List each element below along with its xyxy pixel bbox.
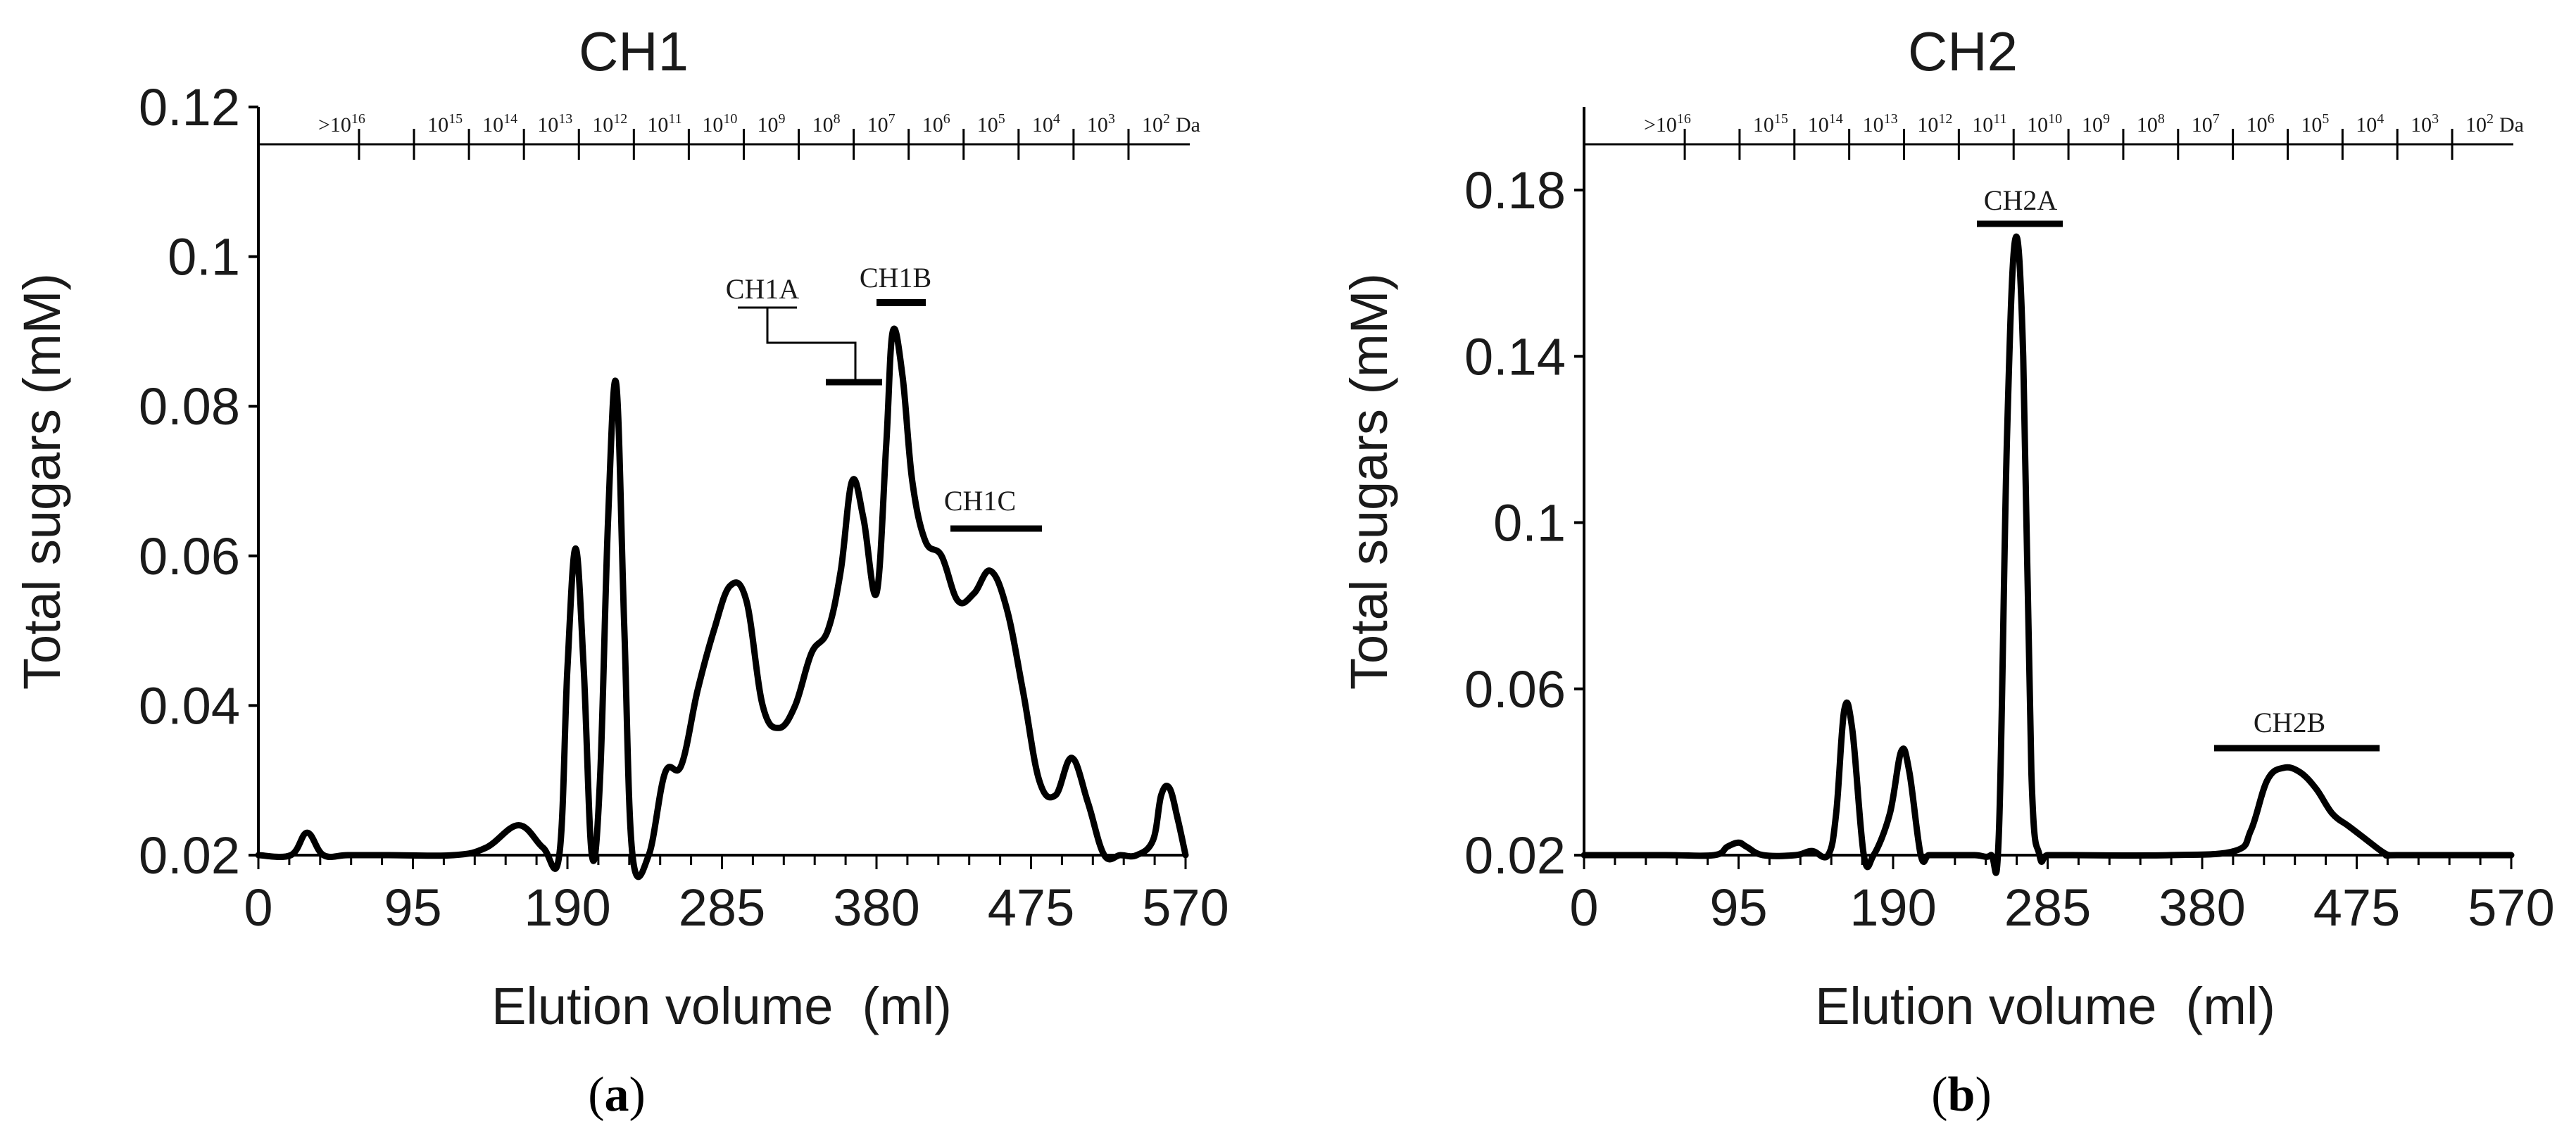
mw-scale-label: 1012 (592, 111, 627, 137)
mw-scale-label: 106 (922, 111, 950, 137)
mw-scale-label: 102 (2465, 111, 2494, 137)
y-ticks: 0.02 0.04 0.06 0.08 0.1 0.12 (139, 78, 258, 885)
mw-scale-label: 1015 (427, 111, 463, 137)
y-axis-label: Total sugars (mM) (13, 273, 71, 690)
x-tick-label: 0 (244, 878, 272, 937)
mw-scale-label: 109 (758, 111, 786, 137)
x-tick-label: 570 (1142, 878, 1229, 937)
fraction-label-ch1b: CH1B (860, 262, 931, 293)
mw-scale-label: >1016 (1644, 111, 1691, 137)
mw-scale-label: 1014 (482, 111, 517, 137)
y-tick-label: 0.08 (139, 377, 240, 436)
mw-scale-label: 107 (2192, 111, 2220, 137)
x-tick-label: 380 (2159, 878, 2245, 937)
series-line (255, 325, 1189, 880)
y-tick-label: 0.02 (139, 826, 240, 885)
mw-scale-label: 1011 (1972, 111, 2006, 137)
x-tick-label: 475 (2313, 878, 2400, 937)
mw-scale-label: 103 (1087, 111, 1115, 137)
panel-letter: a (605, 1068, 629, 1122)
y-ticks: 0.02 0.06 0.1 0.14 0.18 (1464, 161, 1584, 885)
y-tick-label: 0.1 (1493, 494, 1566, 552)
mw-scale-unit: Da (1176, 113, 1200, 137)
x-tick-label: 95 (1709, 878, 1767, 937)
panel-caption: (b) (1931, 1068, 1992, 1122)
panel-letter: b (1948, 1068, 1975, 1122)
mw-scale-label: 109 (2082, 111, 2110, 137)
x-axis-label: Elution volume (ml) (491, 977, 952, 1035)
mw-scale-label: 105 (977, 111, 1005, 137)
x-tick-label: 380 (833, 878, 919, 937)
mw-scale-label: 104 (2356, 111, 2384, 137)
mw-scale-label: 102 (1142, 111, 1170, 137)
x-tick-label: 475 (988, 878, 1074, 937)
y-axis-label: Total sugars (mM) (1340, 273, 1398, 690)
chart-title: CH1 (579, 20, 689, 82)
fraction-label-ch1a: CH1A (726, 273, 800, 305)
x-tick-label: 285 (679, 878, 765, 937)
mw-scale-label: >1016 (318, 111, 365, 137)
fraction-label-ch1c: CH1C (944, 485, 1016, 517)
mw-scale-label: 103 (2411, 111, 2439, 137)
mw-scale-label: 1011 (647, 111, 681, 137)
y-tick-label: 0.04 (139, 676, 240, 735)
mw-scale-label: 1012 (1917, 111, 1952, 137)
y-tick-label: 0.02 (1464, 826, 1566, 885)
mw-scale: >1016 1015 1014 1013 1012 1011 1010 109 108 107 10… (1584, 111, 2524, 160)
mw-scale-label: 1013 (537, 111, 572, 137)
mw-scale-label: 108 (812, 111, 841, 137)
y-tick-label: 0.12 (139, 78, 240, 137)
ch1a-connector (766, 308, 857, 380)
mw-scale-label: 1010 (2027, 111, 2062, 137)
y-tick-label: 0.18 (1464, 161, 1566, 220)
series-line (1581, 233, 2515, 876)
x-tick-label: 190 (524, 878, 610, 937)
y-tick-label: 0.1 (168, 228, 240, 286)
y-tick-label: 0.06 (1464, 660, 1566, 719)
mw-scale-unit: Da (2499, 113, 2524, 137)
x-tick-label: 570 (2468, 878, 2554, 937)
x-tick-label: 95 (384, 878, 441, 937)
x-ticks: 0 95 190 285 380 475 570 (1569, 855, 2555, 937)
panel-caption: (a) (588, 1068, 646, 1122)
y-tick-label: 0.14 (1464, 327, 1566, 386)
mw-scale-label: 106 (2247, 111, 2275, 137)
mw-scale-label: 1015 (1753, 111, 1788, 137)
mw-scale-label: 107 (867, 111, 896, 137)
chart-title: CH2 (1908, 20, 2018, 82)
panel-b: CH2 >1016 1015 1014 1013 1012 1011 1010 109 108 1… (1340, 20, 2555, 1122)
mw-scale-label: 1010 (702, 111, 737, 137)
x-ticks: 0 95 190 285 380 475 570 (244, 855, 1229, 937)
fraction-label-ch2b: CH2B (2254, 707, 2325, 738)
mw-scale: >1016 1015 1014 1013 1012 1011 1010 109 108 107 10… (258, 111, 1200, 160)
x-axis-label: Elution volume (ml) (1815, 977, 2275, 1035)
mw-scale-label: 108 (2137, 111, 2165, 137)
mw-scale-label: 105 (2301, 111, 2329, 137)
x-tick-label: 285 (2004, 878, 2091, 937)
x-tick-label: 190 (1849, 878, 1936, 937)
y-tick-label: 0.06 (139, 527, 240, 586)
mw-scale-label: 1014 (1808, 111, 1843, 137)
panel-a: CH1 >1016 1015 1014 1013 1012 1011 1010 109 108 1… (13, 20, 1229, 1122)
fraction-label-ch2a: CH2A (1984, 184, 2058, 216)
x-tick-label: 0 (1569, 878, 1598, 937)
mw-scale-label: 1013 (1863, 111, 1898, 137)
mw-scale-label: 104 (1032, 111, 1060, 137)
